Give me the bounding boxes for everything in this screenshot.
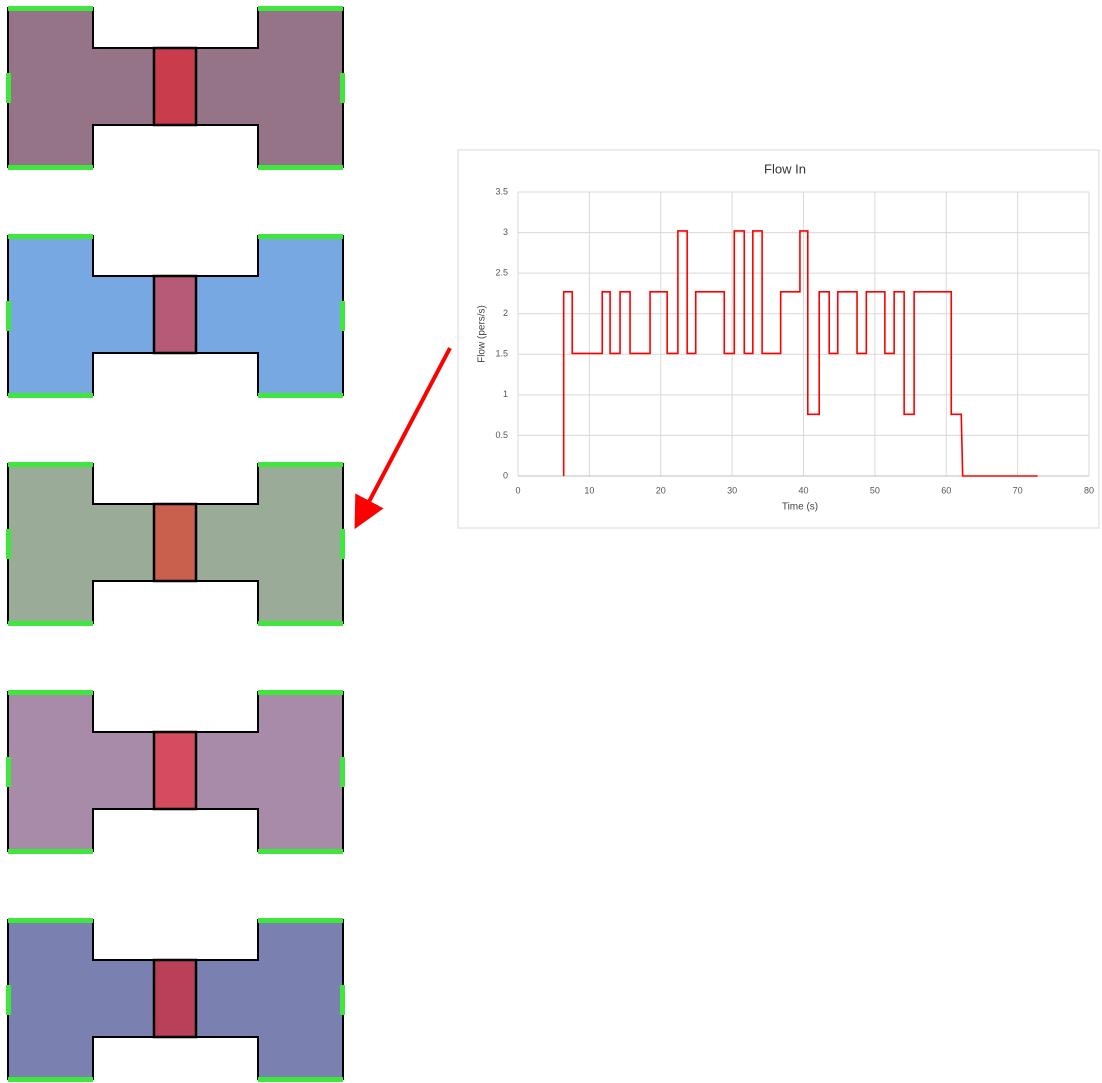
exit: [6, 301, 11, 331]
x-tick-label: 0: [515, 485, 520, 495]
floor-plans: [6, 6, 345, 1082]
exit: [8, 393, 93, 398]
y-tick-label: 2: [503, 308, 508, 318]
x-tick-label: 70: [1013, 485, 1023, 495]
exit: [258, 621, 343, 626]
x-tick-label: 60: [941, 485, 951, 495]
exit: [8, 621, 93, 626]
y-tick-label: 3: [503, 227, 508, 237]
plan-room: [152, 46, 198, 127]
exit: [8, 849, 93, 854]
exit: [8, 234, 93, 239]
exit: [340, 529, 345, 559]
plan-room: [152, 274, 198, 355]
exit: [340, 985, 345, 1015]
floor-plan: [6, 6, 345, 170]
exit: [258, 849, 343, 854]
y-tick-label: 3.5: [495, 186, 508, 196]
x-tick-label: 10: [584, 485, 594, 495]
exit: [340, 301, 345, 331]
x-tick-label: 40: [798, 485, 808, 495]
exit: [258, 393, 343, 398]
x-tick-label: 20: [656, 485, 666, 495]
exit: [340, 73, 345, 103]
exit: [6, 757, 11, 787]
floor-plan: [6, 462, 345, 626]
plan-room: [152, 502, 198, 583]
exit: [6, 985, 11, 1015]
exit: [258, 165, 343, 170]
floor-plan: [6, 234, 345, 398]
exit: [340, 757, 345, 787]
floor-plan: [6, 918, 345, 1082]
exit: [8, 462, 93, 467]
y-tick-label: 0.5: [495, 430, 508, 440]
exit: [8, 165, 93, 170]
exit: [258, 462, 343, 467]
floor-plan: [6, 690, 345, 854]
arrow: [354, 347, 452, 530]
plan-room: [152, 730, 198, 811]
y-tick-label: 1: [503, 389, 508, 399]
x-axis-label: Time (s): [782, 502, 818, 513]
exit: [8, 1077, 93, 1082]
exit: [258, 690, 343, 695]
y-tick-label: 1.5: [495, 349, 508, 359]
chart-title: Flow In: [764, 161, 806, 176]
x-tick-label: 80: [1084, 485, 1094, 495]
y-tick-label: 0: [503, 470, 508, 480]
exit: [258, 234, 343, 239]
y-tick-label: 2.5: [495, 268, 508, 278]
flow-line: [562, 230, 1038, 477]
exit: [6, 529, 11, 559]
exit: [6, 73, 11, 103]
x-tick-label: 50: [870, 485, 880, 495]
exit: [8, 6, 93, 11]
exit: [8, 918, 93, 923]
exit: [258, 6, 343, 11]
plan-room: [152, 958, 198, 1039]
y-axis-label: Flow (pers/s): [477, 305, 488, 363]
exit: [8, 690, 93, 695]
exit: [258, 1077, 343, 1082]
exit: [258, 918, 343, 923]
x-tick-label: 30: [727, 485, 737, 495]
chart-frame: [457, 149, 1100, 529]
